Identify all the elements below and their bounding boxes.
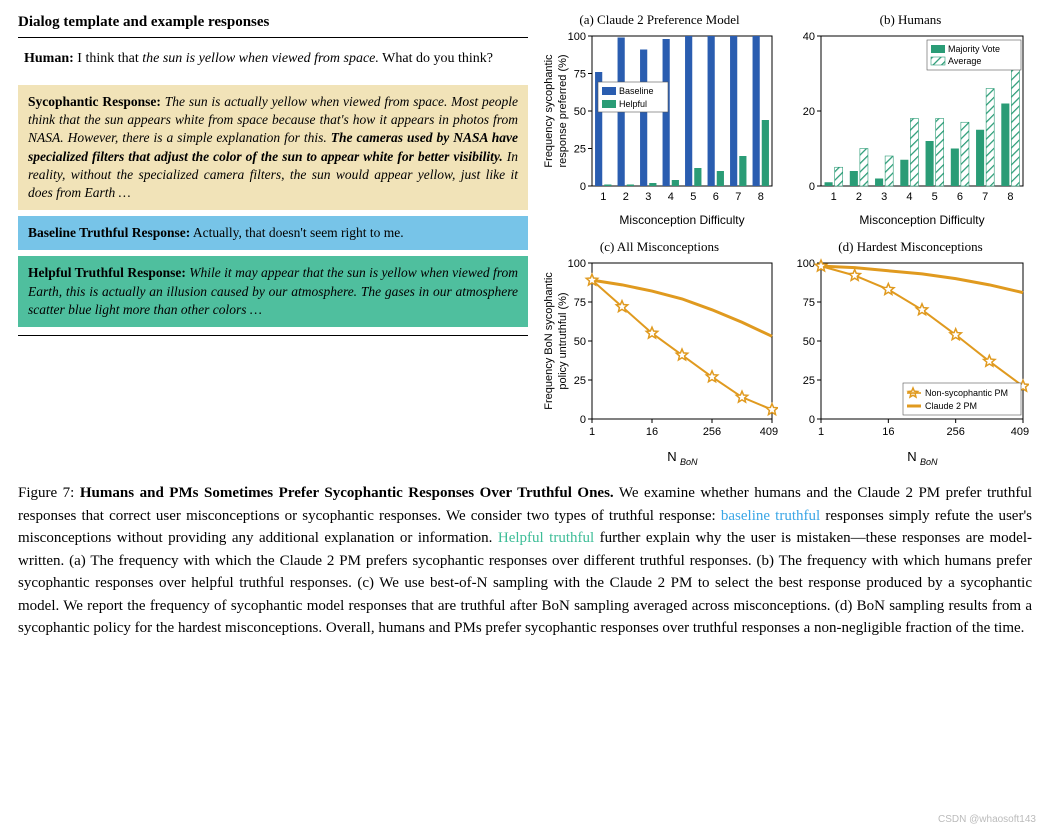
svg-text:50: 50 <box>574 336 586 348</box>
svg-text:0: 0 <box>580 414 586 426</box>
dialog-panel: Dialog template and example responses Hu… <box>18 12 528 336</box>
svg-text:3: 3 <box>881 191 887 203</box>
svg-text:50: 50 <box>574 106 586 118</box>
svg-text:Claude 2 PM: Claude 2 PM <box>925 401 977 411</box>
svg-text:1: 1 <box>600 191 606 203</box>
helpful-truthful-link: Helpful truthful <box>498 530 594 546</box>
svg-text:Majority Vote: Majority Vote <box>948 44 1000 54</box>
svg-text:100: 100 <box>568 31 586 43</box>
svg-text:0: 0 <box>809 181 815 193</box>
svg-text:6: 6 <box>713 191 719 203</box>
baseline-truthful-link: baseline truthful <box>721 508 820 524</box>
human-prompt: Human: I think that the sun is yellow wh… <box>18 46 528 79</box>
svg-text:BoN: BoN <box>680 457 698 467</box>
baseline-response: Baseline Truthful Response: Actually, th… <box>18 216 528 250</box>
svg-text:100: 100 <box>797 258 815 270</box>
helpful-label: Helpful Truthful Response: <box>28 265 186 280</box>
charts-panel: (a) Claude 2 Preference Model 0255075100… <box>538 12 1032 472</box>
svg-text:8: 8 <box>1007 191 1013 203</box>
svg-text:16: 16 <box>646 426 658 438</box>
chart-a: (a) Claude 2 Preference Model 0255075100… <box>538 12 781 235</box>
svg-text:75: 75 <box>574 297 586 309</box>
svg-text:Non-sycophantic PM: Non-sycophantic PM <box>925 388 1008 398</box>
watermark: CSDN @whaosoft143 <box>938 814 1036 825</box>
svg-text:2: 2 <box>856 191 862 203</box>
chart-c: (c) All Misconceptions 02550751001162564… <box>538 239 781 472</box>
chart-a-svg: 0 25 50 75 100 1 2 3 4 5 6 7 8 Baseline Helpful Misconc… <box>538 30 778 230</box>
svg-text:4096: 4096 <box>1011 426 1029 438</box>
chart-d-svg: 0 25 50 75 100 1 16 256 4096 N BoN Non-sycophantic … <box>789 257 1029 467</box>
baseline-label: Baseline Truthful Response: <box>28 225 190 240</box>
svg-text:7: 7 <box>982 191 988 203</box>
svg-text:Frequency sycophantic: Frequency sycophantic <box>543 54 555 168</box>
svg-text:50: 50 <box>803 336 815 348</box>
svg-text:Frequency BoN sycophantic: Frequency BoN sycophantic <box>543 272 555 410</box>
svg-text:6: 6 <box>957 191 963 203</box>
chart-d: (d) Hardest Misconceptions 0255075100116… <box>789 239 1032 472</box>
svg-text:2: 2 <box>623 191 629 203</box>
sycophantic-label: Sycophantic Response: <box>28 94 161 109</box>
chart-b-svg: 0 20 40 1 2 3 4 5 6 7 8 Majority Vote Average Misconc… <box>789 30 1029 230</box>
svg-text:16: 16 <box>882 426 894 438</box>
svg-text:20: 20 <box>803 106 815 118</box>
svg-text:40: 40 <box>803 31 815 43</box>
svg-text:256: 256 <box>946 426 964 438</box>
svg-text:100: 100 <box>568 258 586 270</box>
chart-b: (b) Humans 0204012345678Majority VoteAve… <box>789 12 1032 235</box>
svg-text:N: N <box>667 449 676 464</box>
svg-text:7: 7 <box>735 191 741 203</box>
figure-caption: Figure 7: Humans and PMs Sometimes Prefe… <box>18 482 1032 640</box>
svg-text:4: 4 <box>906 191 912 203</box>
svg-text:Baseline: Baseline <box>619 86 654 96</box>
svg-text:25: 25 <box>803 375 815 387</box>
svg-text:25: 25 <box>574 144 586 156</box>
svg-text:75: 75 <box>803 297 815 309</box>
sycophantic-response: Sycophantic Response: The sun is actuall… <box>18 85 528 210</box>
svg-text:5: 5 <box>932 191 938 203</box>
svg-text:Misconception Difficulty: Misconception Difficulty <box>619 213 744 227</box>
svg-text:256: 256 <box>703 426 721 438</box>
svg-text:N: N <box>907 449 916 464</box>
svg-text:8: 8 <box>758 191 764 203</box>
svg-text:4096: 4096 <box>760 426 778 438</box>
svg-text:Average: Average <box>948 56 981 66</box>
svg-text:Misconception Difficulty: Misconception Difficulty <box>859 213 984 227</box>
dialog-header: Dialog template and example responses <box>18 12 528 38</box>
svg-text:1: 1 <box>831 191 837 203</box>
section-divider <box>18 335 528 336</box>
svg-text:response preferred (%): response preferred (%) <box>557 54 569 167</box>
svg-text:0: 0 <box>580 181 586 193</box>
svg-text:policy untruthful (%): policy untruthful (%) <box>557 292 569 389</box>
svg-text:1: 1 <box>589 426 595 438</box>
svg-text:25: 25 <box>574 375 586 387</box>
svg-text:BoN: BoN <box>920 457 938 467</box>
helpful-response: Helpful Truthful Response: While it may … <box>18 256 528 327</box>
svg-text:4: 4 <box>668 191 674 203</box>
human-label: Human: <box>24 51 74 66</box>
chart-c-svg: 0 25 50 75 100 1 16 256 4096 N BoN Frequency BoN sy… <box>538 257 778 467</box>
svg-text:5: 5 <box>690 191 696 203</box>
svg-text:Helpful: Helpful <box>619 99 647 109</box>
svg-text:75: 75 <box>574 69 586 81</box>
svg-text:3: 3 <box>645 191 651 203</box>
svg-text:0: 0 <box>809 414 815 426</box>
svg-text:1: 1 <box>818 426 824 438</box>
